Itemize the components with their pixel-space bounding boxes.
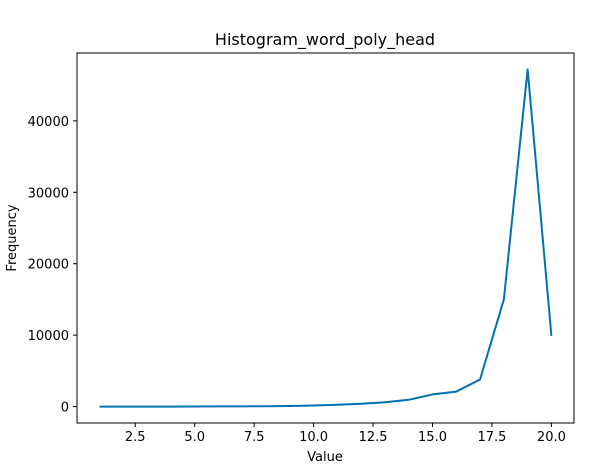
x-tick-label: 17.5	[477, 430, 506, 445]
y-tick-label: 0	[61, 401, 69, 416]
x-axis: 2.5 5.0 7.5 10.0 12.5 15.0 17.5 20.0	[125, 423, 566, 445]
y-tick-label: 20000	[28, 258, 69, 273]
x-tick-label: 2.5	[125, 430, 146, 445]
chart-title: Histogram_word_poly_head	[215, 30, 435, 50]
data-points	[99, 69, 552, 407]
x-tick-label: 10.0	[299, 430, 328, 445]
x-axis-label: Value	[307, 450, 343, 465]
x-tick-label: 20.0	[537, 430, 566, 445]
y-tick-label: 10000	[28, 329, 69, 344]
x-tick-label: 5.0	[184, 430, 205, 445]
plot-frame	[76, 52, 575, 424]
series-line	[99, 68, 553, 408]
x-tick-label: 15.0	[418, 430, 447, 445]
y-tick-label: 40000	[28, 115, 69, 130]
y-tick-label: 30000	[28, 186, 69, 201]
y-axis-label: Frequency	[5, 204, 20, 271]
x-tick-label: 7.5	[244, 430, 265, 445]
x-tick-label: 12.5	[359, 430, 388, 445]
y-axis: 0 10000 20000 30000 40000	[28, 115, 77, 416]
